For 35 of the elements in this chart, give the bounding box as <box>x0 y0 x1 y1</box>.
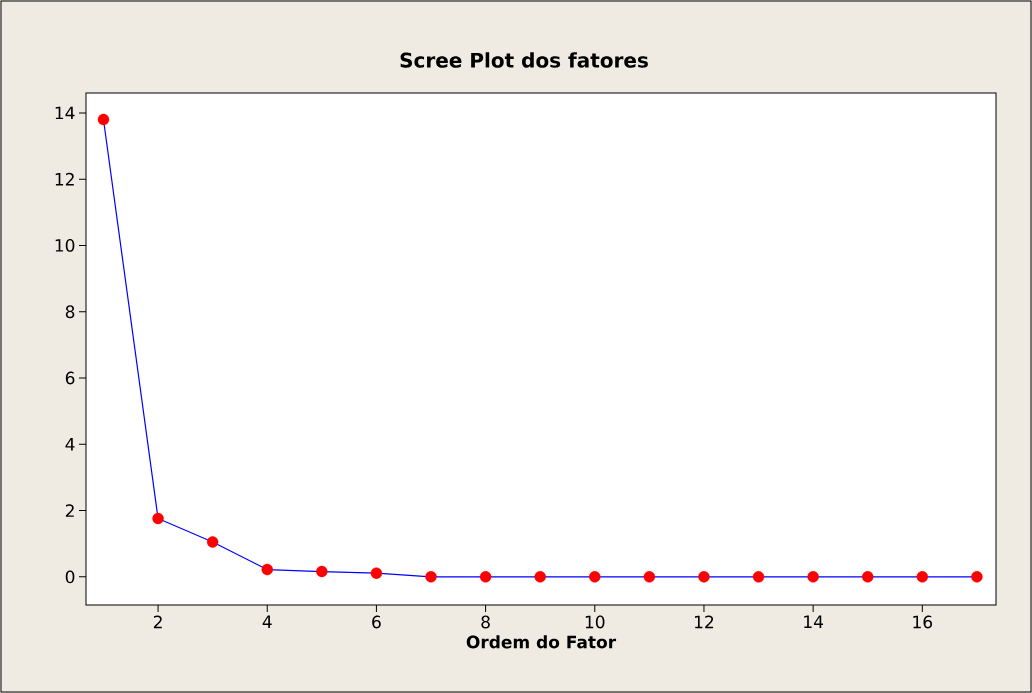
x-tick-label: 6 <box>372 615 381 629</box>
x-tick-label: 4 <box>262 615 272 628</box>
point <box>807 571 819 583</box>
y-tick-label: 12 <box>55 172 74 186</box>
point <box>206 536 219 548</box>
y-tick-label: 8 <box>65 305 75 319</box>
point <box>370 567 383 579</box>
y-tick-label: 6 <box>65 371 75 385</box>
point <box>643 571 656 583</box>
y-tick-label: 0 <box>65 570 75 584</box>
point <box>862 571 874 583</box>
x-tick-label: 12 <box>695 615 714 629</box>
x-tick-label: 14 <box>804 615 823 628</box>
y-tick-label: 10 <box>55 239 75 252</box>
chart-title: Scree Plot dos fatores <box>400 52 648 68</box>
point <box>698 571 710 583</box>
y-tick-label: 2 <box>65 504 74 517</box>
point <box>97 113 110 126</box>
point <box>479 571 492 583</box>
point <box>152 512 164 525</box>
y-tick-label: 14 <box>55 106 75 120</box>
point <box>916 571 929 583</box>
x-tick-label: 2 <box>153 615 162 629</box>
point <box>316 565 328 578</box>
y-tick-label: 4 <box>65 438 75 451</box>
x-axis-title: Ordem do Fator <box>466 635 617 649</box>
point <box>534 571 546 583</box>
point <box>971 571 983 583</box>
x-tick-label: 8 <box>481 615 490 629</box>
point <box>752 571 765 583</box>
x-tick-label: 16 <box>913 615 933 629</box>
point <box>589 571 601 583</box>
x-tick-label: 10 <box>585 615 605 629</box>
point <box>425 571 437 583</box>
point <box>261 563 273 576</box>
